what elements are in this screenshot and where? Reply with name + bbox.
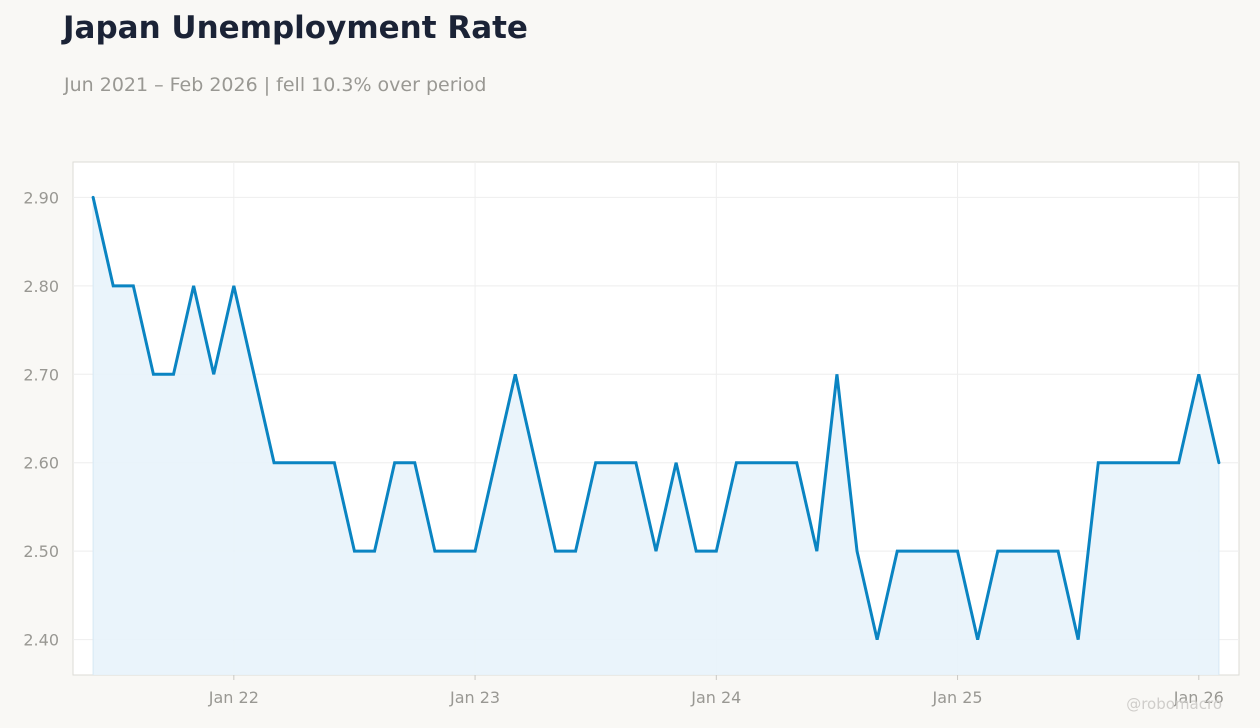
data-point <box>655 550 658 553</box>
data-point <box>695 550 698 553</box>
data-point <box>192 284 195 287</box>
data-point <box>333 461 336 464</box>
data-point <box>353 550 356 553</box>
series-line <box>91 195 1221 640</box>
data-point <box>976 638 979 641</box>
data-point <box>494 461 497 464</box>
x-tick-label: Jan 24 <box>690 688 741 707</box>
data-point <box>92 196 95 199</box>
y-tick-label: 2.40 <box>23 631 59 650</box>
data-point <box>152 373 155 376</box>
data-point <box>574 550 577 553</box>
data-point <box>172 373 175 376</box>
x-tick-label: Jan 25 <box>931 688 982 707</box>
data-point <box>896 550 899 553</box>
data-point <box>514 373 517 376</box>
data-point <box>393 461 396 464</box>
data-point <box>1157 461 1160 464</box>
y-tick-label: 2.90 <box>23 188 59 207</box>
data-point <box>1016 550 1019 553</box>
x-tick-label: Jan 26 <box>1173 688 1224 707</box>
data-point <box>534 461 537 464</box>
data-point <box>1097 461 1100 464</box>
data-point <box>936 550 939 553</box>
data-point <box>1197 373 1200 376</box>
data-point <box>856 550 859 553</box>
data-point <box>916 550 919 553</box>
data-point <box>1077 638 1080 641</box>
data-point <box>735 461 738 464</box>
data-point <box>775 461 778 464</box>
data-point <box>373 550 376 553</box>
x-tick-label: Jan 22 <box>208 688 259 707</box>
data-point <box>755 461 758 464</box>
data-point <box>433 550 436 553</box>
data-point <box>313 461 316 464</box>
data-point <box>453 550 456 553</box>
data-point <box>293 461 296 464</box>
data-point <box>1217 461 1220 464</box>
data-point <box>112 284 115 287</box>
data-point <box>1057 550 1060 553</box>
data-point <box>413 461 416 464</box>
chart-title: Japan Unemployment Rate <box>63 10 528 46</box>
data-point <box>835 373 838 376</box>
chart-subtitle: Jun 2021 – Feb 2026 | fell 10.3% over pe… <box>64 74 487 96</box>
data-point <box>232 284 235 287</box>
data-point <box>956 550 959 553</box>
data-point <box>1137 461 1140 464</box>
y-tick-label: 2.80 <box>23 277 59 296</box>
data-point <box>996 550 999 553</box>
data-point <box>594 461 597 464</box>
data-point <box>614 461 617 464</box>
data-point <box>675 461 678 464</box>
watermark: @robomacro <box>1126 695 1222 713</box>
data-point <box>1117 461 1120 464</box>
data-point <box>876 638 879 641</box>
data-point <box>212 373 215 376</box>
data-point <box>252 373 255 376</box>
data-point <box>815 550 818 553</box>
y-tick-label: 2.50 <box>23 542 59 561</box>
y-tick-label: 2.60 <box>23 454 59 473</box>
data-point <box>554 550 557 553</box>
data-point <box>795 461 798 464</box>
y-tick-label: 2.70 <box>23 365 59 384</box>
x-tick-label: Jan 23 <box>449 688 500 707</box>
data-point <box>132 284 135 287</box>
data-point <box>1177 461 1180 464</box>
data-point <box>634 461 637 464</box>
data-point <box>715 550 718 553</box>
data-point <box>474 550 477 553</box>
series-area <box>93 197 1219 675</box>
data-point <box>273 461 276 464</box>
data-point <box>1036 550 1039 553</box>
